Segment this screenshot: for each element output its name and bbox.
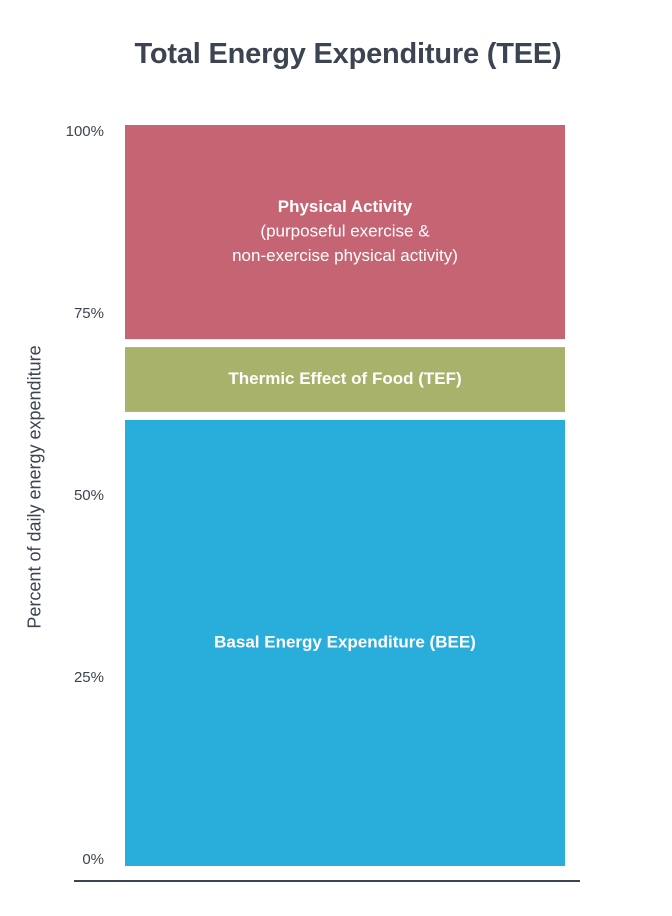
stacked-bar: Basal Energy Expenditure (BEE) Thermic Ef… (125, 125, 565, 866)
y-tick-label: 100% (66, 123, 104, 140)
segment-label: (purposeful exercise & (260, 222, 430, 241)
y-tick-label: 50% (74, 487, 104, 504)
y-axis-ticks: 0% 25% 50% 75% 100% (66, 123, 104, 868)
y-tick-label: 0% (82, 851, 104, 868)
y-tick-label: 25% (74, 669, 104, 686)
bar-segment (125, 347, 565, 412)
segment-label: Physical Activity (278, 197, 413, 216)
y-tick-label: 75% (74, 305, 104, 322)
chart-title: Total Energy Expenditure (TEE) (134, 38, 562, 70)
segment-label: Thermic Effect of Food (TEF) (228, 369, 461, 388)
segment-label: non-exercise physical activity) (232, 246, 458, 265)
bar-segment (125, 125, 565, 340)
bar-segment (125, 419, 565, 866)
segment-label: Basal Energy Expenditure (BEE) (214, 632, 476, 651)
